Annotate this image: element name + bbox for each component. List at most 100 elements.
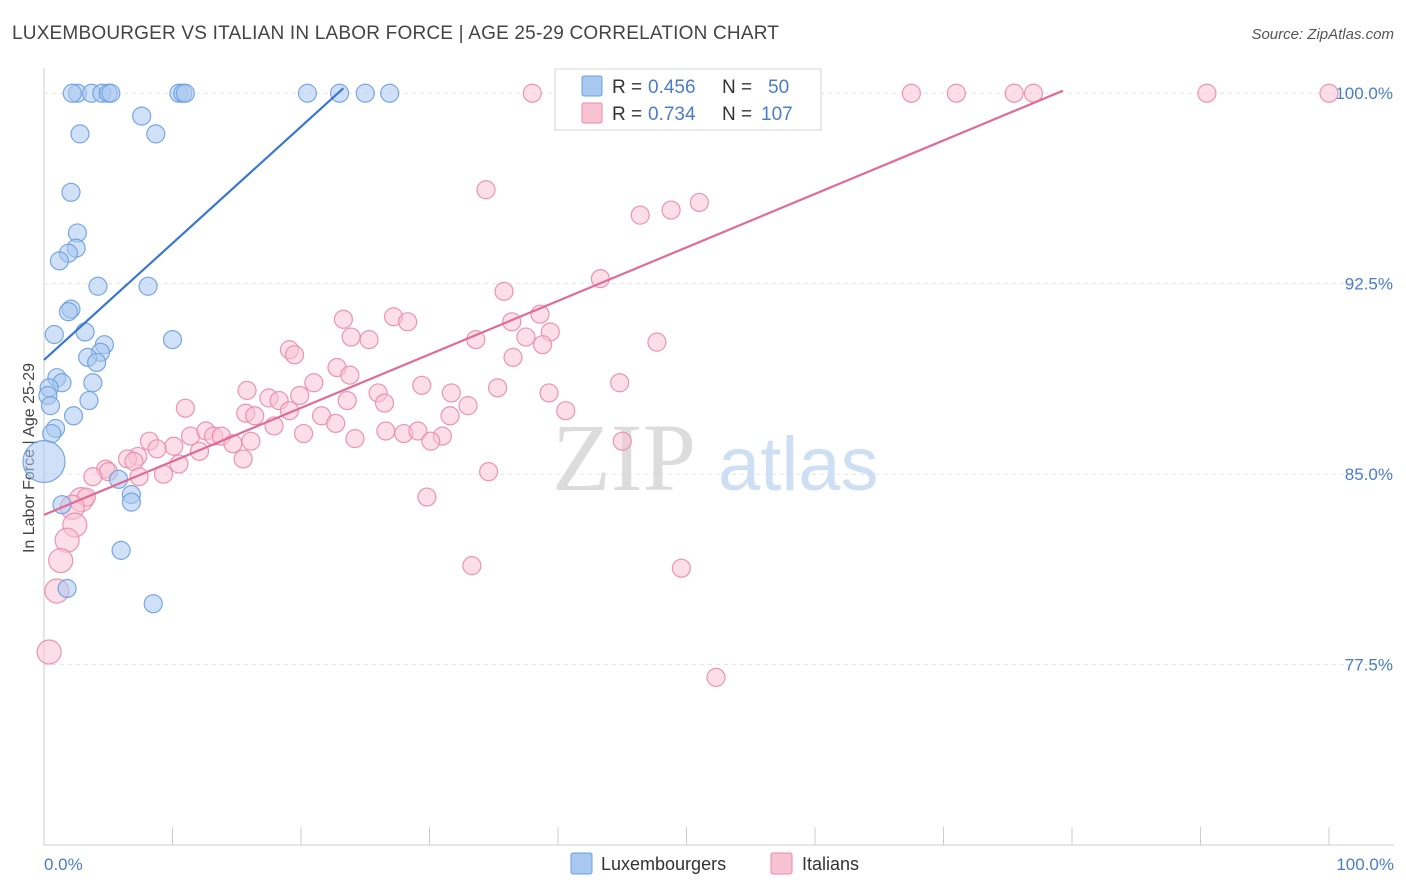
lux-point-19 [88,276,108,296]
legend-swatch-italians [581,102,603,124]
bottom-legend-label-italians: Italians [802,854,859,874]
ita-point-101 [36,639,62,665]
ita-point-29 [532,335,553,355]
watermark: ZIP atlas [552,404,879,511]
ita-point-28 [516,327,536,347]
lux-point-48 [62,83,82,103]
ita-point-41 [412,375,432,395]
ita-point-69 [223,434,243,454]
ita-point-38 [340,365,360,385]
ita-point-33 [647,332,667,352]
x-axis-ticks [43,827,1330,845]
ita-point-10 [901,83,921,103]
ita-point-50 [337,390,357,411]
lux-point-25 [162,329,183,350]
ita-point-16 [476,180,496,200]
ita-point-14 [1197,83,1217,103]
ita-point-15 [1319,83,1339,103]
lux-point-4 [101,83,121,103]
lux-point-40 [22,439,66,484]
italians-trend-line [43,89,1064,516]
ita-point-70 [241,431,261,451]
luxembourgers-trend-line [43,87,345,361]
bottom-legend-swatch-luxembourgers [570,852,593,875]
legend-r-value-italians: 0.734 [648,104,696,125]
legend-n-label-italians: N = [722,104,752,125]
ita-point-63 [376,421,396,441]
legend-r-value-luxembourgers: 0.456 [648,77,696,98]
ita-point-19 [661,200,681,220]
ita-point-24 [333,309,354,329]
y-tick-label-3: 77.5% [1345,656,1393,675]
x-tick-label-left: 0.0% [44,855,83,874]
ita-point-43 [237,380,257,400]
lux-point-7 [297,83,318,103]
ita-point-100 [671,558,691,578]
ita-point-0 [522,83,542,103]
ita-point-102 [706,667,726,687]
ita-point-77 [147,439,167,459]
lux-point-10 [380,83,400,103]
chart-title: LUXEMBOURGER VS ITALIAN IN LABOR FORCE |… [12,23,779,44]
ita-point-45 [539,383,559,403]
legend-n-label-luxembourgers: N = [722,77,752,98]
stats-legend: R = 0.456 N = 50 R = 0.734 N = 107 [554,68,822,131]
ita-point-52 [458,396,478,416]
lux-point-46 [57,578,77,599]
lux-point-23 [44,324,64,345]
ita-point-89 [83,467,103,487]
lux-point-14 [61,182,81,202]
legend-n-value-italians: 107 [761,104,793,125]
lux-point-8 [329,83,350,103]
ita-point-21 [494,281,514,301]
ita-point-36 [503,347,523,367]
legend-swatch-luxembourgers [581,75,603,97]
ita-point-51 [374,393,395,413]
y-tick-label-2: 85.0% [1345,465,1393,484]
lux-point-22 [58,302,79,322]
lux-point-45 [111,540,131,560]
legend-n-value-luxembourgers: 50 [768,77,789,98]
x-tick-label-right: 100.0% [1336,855,1394,874]
ita-point-53 [556,401,576,421]
ita-point-17 [630,205,650,225]
bottom-legend-swatch-italians [770,852,793,875]
ita-point-91 [417,487,437,507]
ita-point-76 [164,436,184,456]
lux-point-20 [138,276,158,296]
ita-point-74 [408,421,428,441]
ita-point-78 [189,441,210,461]
ita-point-57 [440,406,460,426]
lux-point-18 [49,251,70,271]
bottom-legend-label-luxembourgers: Luxembourgers [601,854,726,874]
series-italians-points [36,83,1339,687]
ita-point-32 [359,329,379,350]
ita-point-80 [233,449,253,469]
ita-point-97 [48,547,74,574]
gridlines [44,92,1394,666]
y-tick-labels: 100.0% 92.5% 85.0% 77.5% [1335,84,1393,674]
lux-point-36 [40,396,61,416]
lux-point-9 [355,83,375,103]
ita-point-40 [610,373,630,393]
y-tick-label-0: 100.0% [1335,84,1393,103]
series-legend: Luxembourgers Italians [570,852,859,875]
chart-source: Source: ZipAtlas.com [1251,26,1394,43]
watermark-zip: ZIP [552,404,696,511]
ita-point-62 [293,423,314,444]
ita-point-12 [1004,83,1024,103]
trend-lines [43,87,1064,516]
lux-point-12 [70,124,90,144]
ita-point-46 [441,383,461,403]
y-tick-label-1: 92.5% [1345,275,1393,294]
ita-point-60 [326,413,346,434]
lux-point-39 [42,423,62,444]
ita-point-31 [341,327,361,347]
ita-point-99 [462,556,482,576]
ita-point-56 [245,406,265,426]
lux-point-49 [175,83,195,103]
ita-point-35 [284,345,305,365]
lux-point-29 [87,352,107,373]
ita-point-11 [946,83,966,103]
